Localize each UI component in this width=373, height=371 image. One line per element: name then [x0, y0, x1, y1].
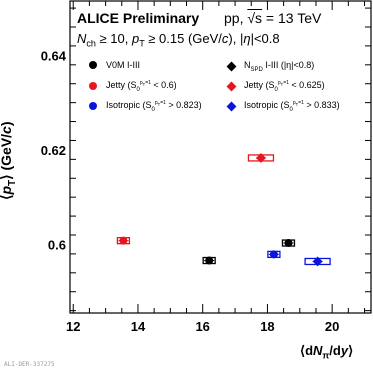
legend-marker-circle-red — [86, 82, 100, 91]
legend-item-jetty-diamond: Jetty (S0pT=1 < 0.625) — [224, 80, 325, 93]
legend-marker-diamond-black — [224, 61, 238, 72]
plot-frame — [69, 0, 372, 314]
x-tick-label: 18 — [260, 319, 274, 334]
legend-marker-circle-black — [86, 61, 100, 69]
y-axis-label: ⟨pT⟩ (GeV/c) — [0, 121, 18, 200]
x-axis-label: ⟨dNπ/dy⟩ — [300, 343, 354, 361]
legend-label-v0m: V0M I-III — [106, 60, 141, 70]
chart-title: ALICE Preliminary — [77, 10, 200, 26]
x-tick-label: 12 — [66, 319, 80, 334]
x-tick-label: 16 — [195, 319, 209, 334]
y-tick-label: 0.6 — [48, 237, 66, 252]
x-tick-label: 14 — [131, 319, 146, 334]
legend-label-jetty-06: Jetty (S0pT=1 < 0.6) — [106, 80, 177, 93]
legend-item-nspd: NSPD I-III (|η|<0.8) — [224, 60, 314, 73]
data-point-circle — [119, 236, 128, 245]
legend-label-nspd: NSPD I-III (|η|<0.8) — [244, 60, 315, 73]
legend-item-jetty-circle: Jetty (S0pT=1 < 0.6) — [86, 80, 177, 93]
watermark: ALI-DER-337275 — [4, 361, 55, 368]
legend-marker-diamond-blue — [224, 101, 238, 112]
data-point-circle — [205, 256, 214, 265]
y-tick-label: 0.62 — [41, 143, 66, 158]
legend-label-jetty-0625: Jetty (S0pT=1 < 0.625) — [244, 80, 325, 93]
legend-item-isotropic-circle: Isotropic (S0pT=1 > 0.823) — [86, 100, 202, 113]
energy-label: pp, √s = 13 TeV — [224, 10, 322, 26]
y-tick-label: 0.64 — [41, 48, 67, 63]
legend-label-isotropic-0833: Isotropic (S0pT=1 > 0.833) — [244, 100, 340, 113]
cuts-label: Nch ≥ 10, pT ≥ 0.15 (GeV/c), |η|<0.8 — [77, 31, 280, 49]
legend: V0M I-III NSPD I-III (|η|<0.8) Jetty (S0… — [86, 60, 371, 120]
data-point-diamond — [256, 152, 266, 163]
legend-item-isotropic-diamond: Isotropic (S0pT=1 > 0.833) — [224, 100, 340, 113]
x-tick-label: 20 — [325, 319, 339, 334]
legend-marker-circle-blue — [86, 102, 100, 111]
data-point-circle — [284, 239, 293, 248]
legend-marker-diamond-red — [224, 81, 238, 92]
legend-item-v0m: V0M I-III — [86, 60, 140, 70]
data-point-diamond — [312, 256, 323, 267]
data-point-circle — [269, 250, 278, 259]
legend-label-isotropic-0823: Isotropic (S0pT=1 > 0.823) — [106, 100, 202, 113]
